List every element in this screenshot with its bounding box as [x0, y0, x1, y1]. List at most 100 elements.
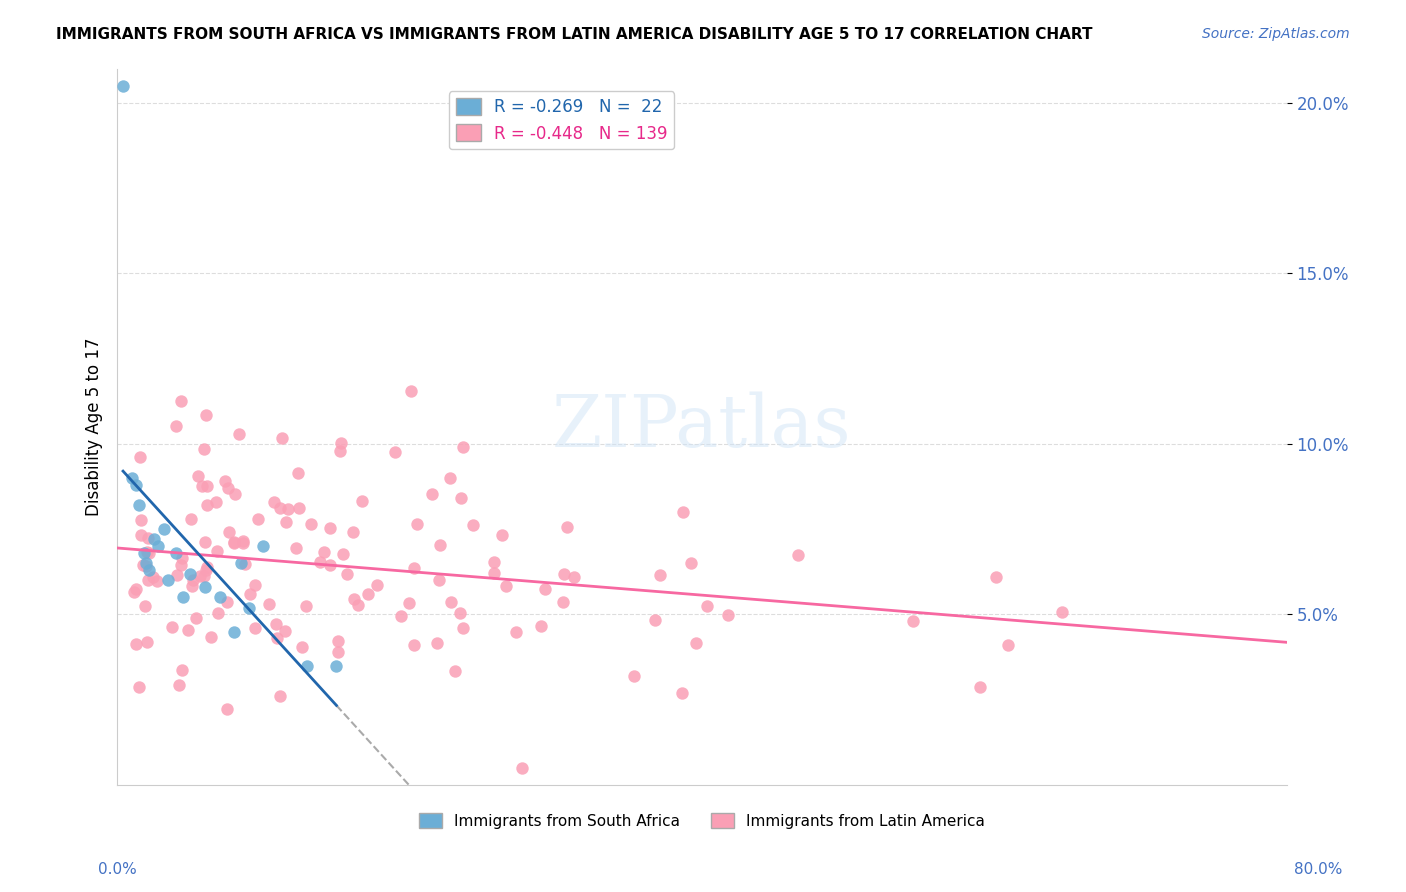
Point [336, 566, 359, 581]
Point [218, 524, 240, 539]
Point [291, 640, 314, 655]
Point [181, 579, 204, 593]
Point [277, 501, 299, 516]
Point [170, 394, 193, 409]
Point [128, 498, 150, 512]
Point [717, 607, 740, 622]
Point [505, 624, 527, 639]
Point [555, 520, 578, 534]
Point [157, 574, 180, 588]
Point [319, 558, 342, 573]
Point [330, 436, 353, 450]
Point [672, 505, 695, 519]
Point [696, 599, 718, 613]
Point [901, 614, 924, 628]
Point [177, 623, 200, 637]
Point [269, 500, 291, 515]
Point [128, 680, 150, 694]
Point [269, 689, 291, 703]
Point [153, 522, 176, 536]
Point [142, 570, 165, 584]
Point [450, 491, 472, 505]
Point [222, 535, 245, 549]
Point [207, 606, 229, 620]
Point [648, 567, 671, 582]
Point [404, 639, 426, 653]
Point [685, 636, 707, 650]
Point [129, 450, 152, 464]
Point [366, 578, 388, 592]
Point [194, 408, 217, 422]
Point [553, 567, 575, 582]
Point [121, 471, 143, 485]
Point [112, 78, 135, 93]
Point [215, 595, 238, 609]
Point [623, 669, 645, 683]
Point [309, 555, 332, 569]
Point [534, 582, 557, 596]
Point [205, 543, 228, 558]
Point [357, 587, 380, 601]
Point [295, 599, 318, 614]
Point [136, 573, 159, 587]
Point [553, 595, 575, 609]
Point [299, 517, 322, 532]
Point [342, 524, 364, 539]
Point [328, 633, 350, 648]
Point [138, 563, 160, 577]
Point [247, 512, 270, 526]
Point [129, 527, 152, 541]
Point [122, 585, 145, 599]
Point [343, 592, 366, 607]
Point [325, 658, 347, 673]
Point [160, 620, 183, 634]
Point [233, 557, 256, 571]
Point [228, 427, 250, 442]
Point [214, 474, 236, 488]
Point [172, 591, 194, 605]
Point [1050, 605, 1073, 619]
Point [271, 432, 294, 446]
Point [439, 471, 461, 485]
Point [167, 678, 190, 692]
Point [350, 493, 373, 508]
Point [671, 686, 693, 700]
Point [391, 608, 413, 623]
Point [184, 611, 207, 625]
Point [165, 546, 187, 560]
Point [287, 466, 309, 480]
Point [510, 761, 533, 775]
Point [125, 637, 148, 651]
Point [208, 591, 231, 605]
Point [444, 664, 467, 678]
Point [969, 681, 991, 695]
Point [263, 494, 285, 508]
Point [453, 621, 475, 635]
Point [288, 501, 311, 516]
Point [243, 621, 266, 635]
Point [200, 630, 222, 644]
Point [195, 479, 218, 493]
Point [530, 619, 553, 633]
Point [132, 546, 155, 560]
Point [136, 545, 159, 559]
Point [231, 556, 253, 570]
Point [326, 645, 349, 659]
Point [165, 418, 187, 433]
Point [224, 486, 246, 500]
Point [239, 587, 262, 601]
Point [297, 658, 319, 673]
Legend: Immigrants from South Africa, Immigrants from Latin America: Immigrants from South Africa, Immigrants… [413, 806, 991, 835]
Point [440, 595, 463, 609]
Point [170, 558, 193, 572]
Point [142, 533, 165, 547]
Point [285, 541, 308, 555]
Point [195, 498, 218, 512]
Point [429, 538, 451, 552]
Point [125, 582, 148, 596]
Point [146, 539, 169, 553]
Point [257, 598, 280, 612]
Point [215, 701, 238, 715]
Point [191, 479, 214, 493]
Point [984, 570, 1007, 584]
